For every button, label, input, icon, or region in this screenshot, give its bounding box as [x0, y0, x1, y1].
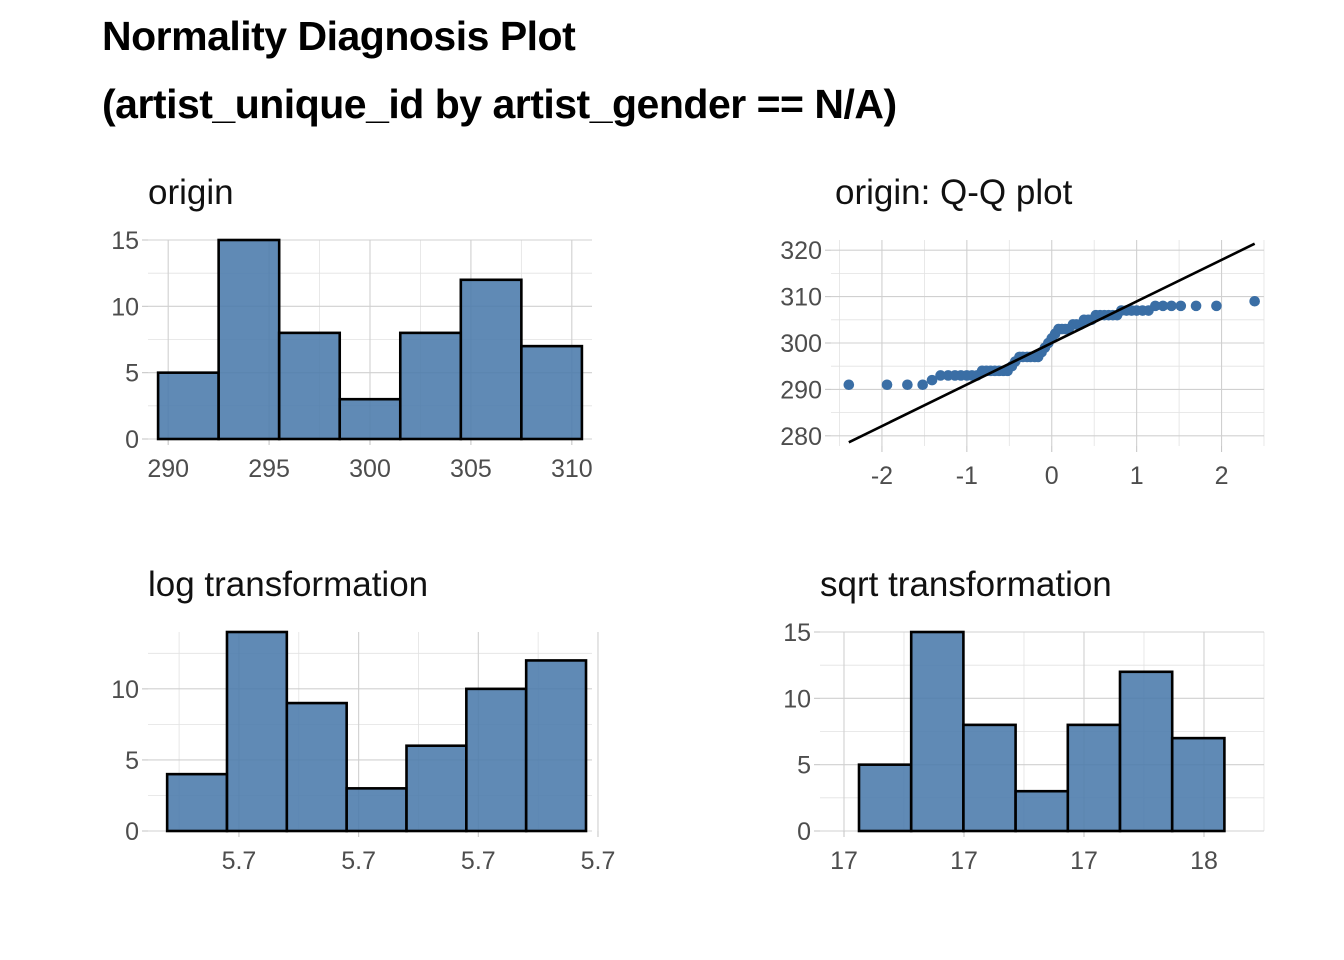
histogram-bar [520, 344, 584, 441]
x-tick-label: 5.7 [581, 847, 616, 875]
x-tick-label: 310 [551, 455, 593, 483]
histogram-bar [459, 278, 523, 441]
panel-plot: -2 -1 0 1 2 280 290 300 310 320 [780, 237, 1265, 490]
qq-point [935, 370, 946, 381]
panel-title: log transformation [148, 565, 428, 604]
panel-title: origin: Q-Q plot [835, 173, 1073, 212]
qq-point [881, 379, 893, 391]
y-tick-label: 290 [780, 376, 822, 404]
qq-point [902, 379, 913, 391]
qq-point [917, 379, 928, 391]
x-tick-label: 18 [1190, 847, 1218, 875]
histogram-bar [962, 723, 1017, 833]
x-tick-label: 5.7 [222, 847, 257, 875]
x-tick-label: 17 [1070, 847, 1098, 875]
y-tick-label: 5 [125, 747, 139, 775]
qq-point [843, 379, 855, 391]
histogram-bar [1066, 723, 1122, 833]
figure-title: Normality Diagnosis Plot (artist_unique_… [102, 2, 897, 138]
y-tick-label: 300 [780, 330, 822, 358]
x-tick-label: 295 [248, 455, 290, 483]
y-tick-label: 10 [783, 685, 811, 713]
y-tick-label: 0 [125, 818, 139, 846]
y-tick-label: 10 [111, 676, 139, 704]
x-tick-label: 0 [1045, 462, 1059, 490]
qq-point [1150, 300, 1161, 312]
x-tick-label: 2 [1215, 462, 1229, 490]
y-tick-label: 5 [797, 752, 811, 780]
panel-origin-histogram: origin 290 295 300 305 310 0 5 10 15 [111, 173, 592, 483]
qq-point [1190, 300, 1202, 312]
qq-point [1211, 300, 1222, 312]
y-tick-label: 10 [111, 293, 139, 321]
histogram-bar [405, 744, 468, 833]
qq-point [1175, 300, 1187, 312]
histogram-bar [338, 397, 402, 441]
y-tick-label: 15 [111, 227, 139, 255]
panel-title: sqrt transformation [820, 565, 1112, 604]
panel-plot: 5.7 5.7 5.7 5.7 0 5 10 [111, 630, 616, 875]
qq-point [1157, 300, 1169, 312]
y-tick-label: 0 [797, 818, 811, 846]
histogram-bar [857, 763, 913, 833]
figure-title-line-1: Normality Diagnosis Plot [102, 13, 576, 59]
y-tick-label: 320 [780, 237, 822, 265]
x-tick-label: -1 [956, 462, 978, 490]
qq-point [1166, 300, 1177, 312]
histogram-bar [285, 701, 348, 833]
x-tick-label: 305 [450, 455, 492, 483]
x-tick-label: 300 [349, 455, 391, 483]
histogram-bar [277, 331, 342, 441]
y-tick-label: 5 [125, 360, 139, 388]
histogram-bar [1014, 789, 1070, 833]
qq-point [926, 374, 938, 386]
histogram-bar [465, 687, 528, 833]
y-tick-label: 310 [780, 284, 822, 312]
y-tick-label: 280 [780, 423, 822, 451]
histogram-bar [398, 331, 463, 441]
histogram-bar [909, 630, 965, 833]
histogram-bar [165, 772, 229, 833]
x-tick-label: 5.7 [461, 847, 496, 875]
panel-log-histogram: log transformation 5.7 5.7 5.7 5.7 0 5 10 [111, 565, 615, 875]
x-tick-label: 17 [950, 847, 978, 875]
histogram-bar [1170, 736, 1226, 833]
qq-point [1249, 295, 1260, 307]
histogram-bar [1118, 670, 1174, 833]
x-tick-label: 1 [1130, 462, 1144, 490]
histogram-bar [524, 659, 588, 833]
x-tick-label: 290 [147, 455, 189, 483]
figure-title-line-2: (artist_unique_id by artist_gender == N/… [102, 81, 897, 127]
y-tick-label: 15 [783, 619, 811, 647]
panel-title: origin [148, 173, 234, 212]
qq-reference-line [848, 242, 1256, 444]
panel-qq-plot: origin: Q-Q plot -2 -1 0 1 2 280 290 300 310 320 [780, 173, 1265, 490]
x-tick-label: -2 [871, 462, 893, 490]
histogram-bar [156, 371, 220, 441]
panel-plot: 290 295 300 305 310 0 5 10 15 [111, 227, 592, 483]
panel-sqrt-histogram: sqrt transformation 17 17 17 18 0 5 10 15 [783, 565, 1265, 875]
x-tick-label: 17 [830, 847, 858, 875]
panel-plot: 17 17 17 18 0 5 10 15 [783, 619, 1265, 875]
y-tick-label: 0 [125, 426, 139, 454]
x-tick-label: 5.7 [341, 847, 376, 875]
histogram-bar [217, 238, 281, 441]
histogram-bar [225, 630, 289, 833]
histogram-bar [345, 787, 408, 833]
